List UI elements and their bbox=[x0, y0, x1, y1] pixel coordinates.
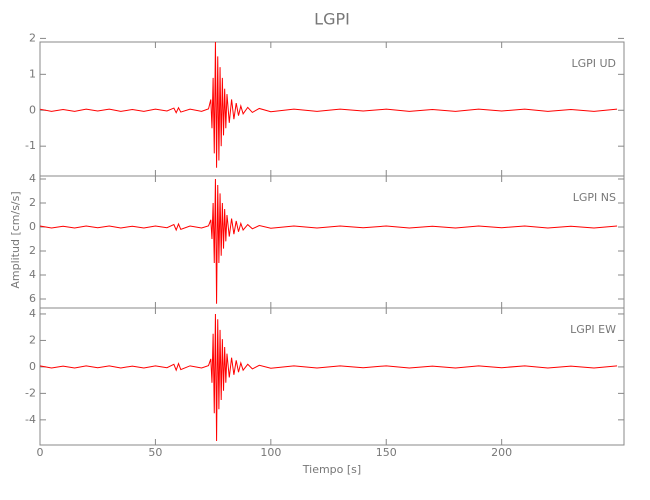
y-tick-label: 2 bbox=[29, 196, 36, 209]
x-tick-label: 150 bbox=[376, 446, 397, 459]
x-tick-label: 50 bbox=[148, 446, 162, 459]
panel-frame bbox=[39, 41, 625, 177]
panel-frame bbox=[39, 307, 625, 446]
y-tick-label: 4 bbox=[29, 172, 36, 185]
y-tick-label: 4 bbox=[29, 268, 36, 281]
y-tick-label: 2 bbox=[29, 244, 36, 257]
panel-label: LGPI NS bbox=[573, 191, 616, 204]
x-tick-label: 100 bbox=[260, 446, 281, 459]
x-axis-label: Tiempo [s] bbox=[302, 463, 361, 476]
y-tick-label: 0 bbox=[29, 103, 36, 116]
panel-frame bbox=[39, 175, 625, 309]
waveform bbox=[39, 178, 618, 304]
y-tick-label: -4 bbox=[25, 413, 36, 426]
panel-label: LGPI UD bbox=[571, 57, 616, 70]
waveform bbox=[39, 313, 618, 442]
x-tick-label: 0 bbox=[37, 446, 44, 459]
panel-label: LGPI EW bbox=[570, 323, 616, 336]
y-tick-label: 2 bbox=[29, 333, 36, 346]
y-axis-label: Amplitud [cm/s/s] bbox=[9, 191, 22, 288]
x-tick-label: 200 bbox=[491, 446, 512, 459]
y-tick-label: -1 bbox=[25, 139, 36, 152]
y-tick-label: 0 bbox=[29, 360, 36, 373]
y-tick-label: 1 bbox=[29, 67, 36, 80]
y-tick-label: 2 bbox=[29, 31, 36, 44]
y-tick-label: -2 bbox=[25, 386, 36, 399]
y-tick-label: 6 bbox=[29, 292, 36, 305]
chart-title: LGPI bbox=[314, 10, 350, 29]
y-tick-label: 0 bbox=[29, 220, 36, 233]
waveform bbox=[39, 41, 618, 168]
y-tick-label: 4 bbox=[29, 307, 36, 320]
